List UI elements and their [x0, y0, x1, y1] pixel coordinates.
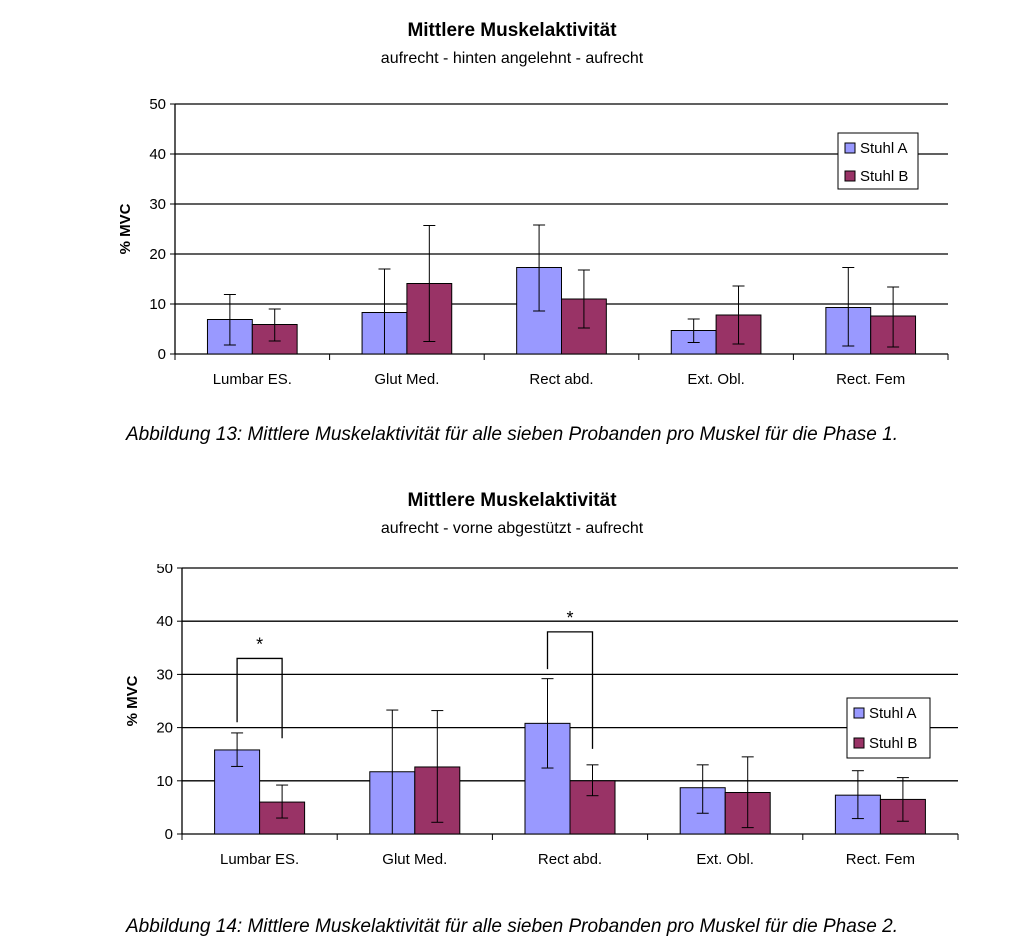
chart-title: Mittlere Muskelaktivität	[407, 20, 617, 41]
x-tick-label: Ext. Obl.	[687, 371, 745, 388]
y-tick-label: 0	[165, 826, 173, 843]
y-tick-label: 40	[156, 613, 173, 630]
figure-13: Mittlere Muskelaktivität aufrecht - hint…	[117, 20, 949, 445]
x-tick-label: Glut Med.	[382, 851, 447, 868]
y-tick-label: 10	[149, 296, 166, 313]
y-tick-label: 40	[149, 146, 166, 163]
legend-swatch	[844, 170, 856, 182]
legend-label: Stuhl A	[869, 705, 917, 722]
y-axis-label: % MVC	[117, 203, 134, 254]
significance-bracket	[546, 631, 594, 749]
legend-label: Stuhl A	[860, 140, 908, 157]
y-tick-label: 20	[149, 246, 166, 263]
x-tick-label: Rect abd.	[529, 371, 593, 388]
chart-title: Mittlere Muskelaktivität	[407, 490, 617, 511]
bar-chart-phase-2: 0 10 20 30 40 50 % MVC Lumbar ES. Glut Med. Rect …	[124, 564, 959, 868]
y-tick-label: 20	[156, 720, 173, 737]
y-axis-label: % MVC	[124, 675, 141, 726]
bar-chart-phase-1: 0 10 20 30 40 50 % MVC Lumbar ES. Glut Med. Rect …	[117, 96, 949, 388]
legend-label: Stuhl B	[860, 168, 908, 185]
chart-subtitle: aufrecht - vorne abgestützt - aufrecht	[380, 520, 644, 537]
y-tick-label: 30	[156, 666, 173, 683]
figure-caption: Abbildung 13: Mittlere Muskelaktivität f…	[125, 424, 899, 445]
x-tick-label: Rect. Fem	[846, 851, 915, 868]
significance-label: *	[256, 634, 263, 654]
figure-14: Mittlere Muskelaktivität aufrecht - vorn…	[0, 476, 1024, 952]
x-tick-label: Rect. Fem	[836, 371, 905, 388]
y-tick-label: 50	[156, 564, 173, 577]
y-tick-label: 10	[156, 773, 173, 790]
x-tick-label: Glut Med.	[374, 371, 439, 388]
legend-swatch	[853, 737, 865, 749]
significance-bracket	[236, 657, 283, 739]
legend-swatch	[853, 707, 865, 719]
y-tick-label: 50	[149, 96, 166, 113]
y-tick-label: 30	[149, 196, 166, 213]
legend-swatch	[844, 142, 856, 154]
significance-label: *	[566, 608, 573, 628]
legend: Stuhl A Stuhl B	[846, 697, 931, 759]
x-tick-label: Rect abd.	[538, 851, 602, 868]
figure-caption: Abbildung 14: Mittlere Muskelaktivität f…	[125, 916, 899, 937]
x-tick-label: Lumbar ES.	[220, 851, 299, 868]
chart-subtitle: aufrecht - hinten angelehnt - aufrecht	[380, 50, 644, 67]
x-tick-label: Ext. Obl.	[696, 851, 754, 868]
legend: Stuhl A Stuhl B	[837, 132, 919, 190]
x-tick-label: Lumbar ES.	[213, 371, 292, 388]
legend-label: Stuhl B	[869, 735, 917, 752]
y-tick-label: 0	[158, 346, 166, 363]
